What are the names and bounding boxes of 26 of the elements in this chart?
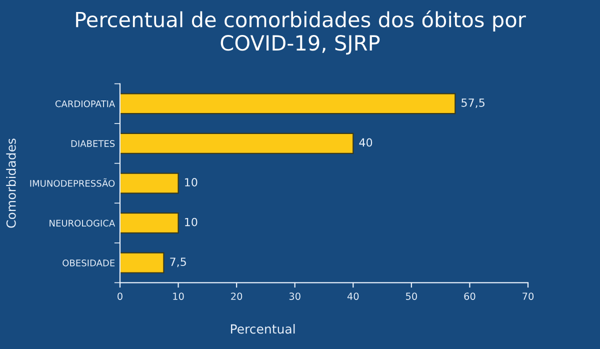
y-tick-label: CARDIOPATIA [55,100,116,108]
x-tick-label: 0 [118,292,122,300]
x-tick-label: 10 [173,292,184,300]
bar [120,172,179,194]
bar [120,93,456,114]
y-tick-label: DIABETES [71,140,115,147]
data-label: 10 [185,218,198,226]
x-axis-title: Percentual [230,324,295,334]
x-tick-label: 50 [406,292,417,300]
bar [120,252,164,274]
bar [120,132,354,154]
y-tick-label: NEUROLOGICA [50,220,116,227]
y-tick-label: IMUNODEPRESSÃO [30,178,115,187]
x-tick-label: 30 [289,292,300,300]
y-tick-label: OBESIDADE [62,260,115,266]
x-tick-label: 40 [347,292,359,300]
data-label: 40 [359,138,372,147]
y-axis-title: Comorbidades [6,138,16,228]
data-label: 57,5 [462,98,484,108]
x-tick-label: 70 [522,292,534,300]
x-tick-label: 20 [231,292,242,300]
bar [120,212,179,234]
chart-title: Percentual de comorbidades dos óbitos por COVID-19, SJRP [76,10,526,55]
x-tick-label: 60 [464,292,476,300]
data-label: 7,5 [170,258,186,268]
data-label: 10 [185,178,198,186]
